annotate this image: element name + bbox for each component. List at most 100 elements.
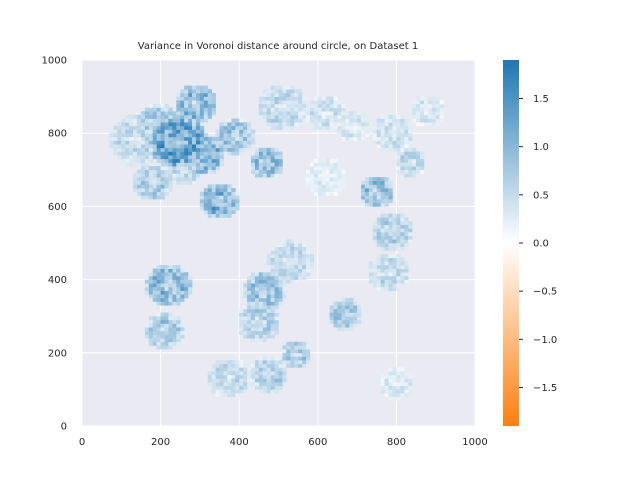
- heatmap-cell: [235, 118, 240, 123]
- heatmap-cell: [298, 100, 303, 105]
- heatmap-cell: [384, 195, 389, 200]
- heatmap-cell: [364, 188, 370, 193]
- heatmap-cell: [172, 155, 177, 160]
- heatmap-cell: [160, 103, 165, 108]
- heatmap-cell: [372, 125, 378, 130]
- heatmap-cell: [321, 166, 326, 171]
- heatmap-cell: [384, 268, 389, 273]
- heatmap-cell: [148, 290, 154, 295]
- heatmap-cell: [247, 382, 252, 387]
- heatmap-cell: [152, 290, 157, 295]
- heatmap-cell: [325, 125, 330, 130]
- heatmap-cell: [270, 272, 275, 277]
- heatmap-cell: [412, 169, 417, 174]
- heatmap-cell: [176, 297, 181, 302]
- heatmap-cell: [140, 162, 146, 167]
- heatmap-cell: [239, 129, 244, 134]
- heatmap-cell: [144, 279, 150, 284]
- heatmap-cell: [219, 367, 224, 372]
- heatmap-cell: [353, 111, 358, 116]
- heatmap-cell: [337, 312, 342, 317]
- heatmap-cell: [231, 371, 236, 376]
- heatmap-cell: [215, 195, 220, 200]
- heatmap-cell: [262, 374, 268, 379]
- heatmap-cell: [329, 100, 334, 105]
- heatmap-cell: [199, 114, 205, 119]
- heatmap-cell: [396, 162, 401, 167]
- heatmap-cell: [195, 136, 201, 141]
- heatmap-cell: [416, 162, 421, 167]
- heatmap-cell: [262, 173, 268, 178]
- heatmap-cell: [349, 319, 354, 324]
- heatmap-cell: [152, 323, 157, 328]
- heatmap-cell: [309, 166, 315, 171]
- heatmap-cell: [152, 147, 157, 152]
- heatmap-cell: [219, 202, 224, 207]
- heatmap-cell: [404, 228, 409, 233]
- heatmap-cell: [400, 221, 405, 225]
- heatmap-cell: [274, 385, 279, 390]
- heatmap-cell: [372, 268, 378, 273]
- heatmap-cell: [219, 389, 224, 394]
- x-axis-ticks: 0 200 400 600 800 1000: [79, 437, 488, 448]
- heatmap-cell: [180, 272, 185, 277]
- heatmap-cell: [172, 279, 177, 284]
- heatmap-cell: [258, 301, 264, 306]
- heatmap-cell: [349, 129, 354, 134]
- heatmap-cell: [148, 129, 154, 134]
- heatmap-cell: [188, 147, 193, 152]
- heatmap-cell: [380, 264, 385, 269]
- heatmap-cell: [148, 147, 154, 152]
- heatmap-cell: [184, 279, 189, 284]
- heatmap-cell: [152, 180, 157, 185]
- heatmap-cell: [270, 155, 275, 160]
- heatmap-cell: [270, 371, 275, 376]
- heatmap-cell: [168, 133, 173, 138]
- heatmap-cell: [286, 89, 291, 94]
- heatmap-cell: [321, 162, 326, 167]
- colorbar-tick-label: −1.5: [533, 383, 557, 394]
- heatmap-cell: [372, 177, 378, 182]
- heatmap-cell: [215, 151, 220, 156]
- heatmap-cell: [180, 279, 185, 284]
- heatmap-cell: [392, 385, 397, 390]
- heatmap-cell: [152, 334, 157, 339]
- heatmap-cell: [219, 155, 224, 160]
- heatmap-cell: [125, 140, 130, 145]
- heatmap-cell: [404, 133, 409, 138]
- heatmap-cell: [227, 129, 232, 134]
- heatmap-cell: [345, 125, 350, 130]
- heatmap-cell: [341, 103, 346, 108]
- heatmap-cell: [298, 253, 303, 258]
- heatmap-cell: [400, 162, 405, 167]
- heatmap-cell: [243, 316, 248, 321]
- heatmap-cell: [270, 169, 275, 174]
- heatmap-cell: [195, 147, 201, 152]
- heatmap-cell: [164, 341, 169, 346]
- heatmap-cell: [129, 144, 134, 149]
- heatmap-cell: [384, 385, 389, 390]
- heatmap-cell: [321, 114, 326, 119]
- heatmap-cell: [388, 122, 393, 127]
- heatmap-cell: [188, 173, 193, 178]
- heatmap-cell: [254, 378, 260, 383]
- heatmap-cell: [400, 268, 405, 273]
- heatmap-cell: [372, 279, 378, 284]
- heatmap-cell: [294, 352, 299, 357]
- heatmap-cell: [250, 382, 256, 387]
- heatmap-cell: [215, 363, 220, 368]
- heatmap-cell: [258, 166, 264, 171]
- heatmap-cell: [129, 118, 134, 123]
- heatmap-cell: [184, 103, 189, 108]
- heatmap-cell: [427, 111, 433, 116]
- heatmap-cell: [404, 217, 409, 222]
- heatmap-cell: [396, 125, 401, 130]
- heatmap-cell: [419, 166, 425, 171]
- heatmap-cell: [396, 129, 401, 134]
- heatmap-cell: [278, 257, 283, 262]
- heatmap-cell: [211, 151, 216, 156]
- heatmap-cell: [254, 173, 260, 178]
- heatmap-cell: [333, 118, 338, 123]
- heatmap-cell: [392, 129, 397, 134]
- heatmap-cell: [152, 188, 157, 193]
